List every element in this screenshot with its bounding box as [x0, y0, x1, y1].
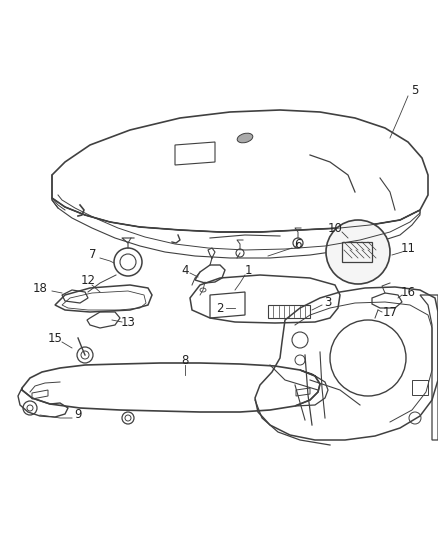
Text: 5: 5: [411, 84, 419, 96]
Ellipse shape: [237, 133, 253, 143]
Text: 6: 6: [294, 238, 302, 252]
Text: 8: 8: [181, 353, 189, 367]
Text: 18: 18: [32, 281, 47, 295]
Text: 2: 2: [216, 302, 224, 314]
Text: 11: 11: [400, 241, 416, 254]
Text: 3: 3: [324, 295, 332, 309]
Text: 12: 12: [81, 273, 95, 287]
Text: 4: 4: [181, 263, 189, 277]
Text: 13: 13: [120, 316, 135, 328]
Text: 17: 17: [382, 305, 398, 319]
Text: 16: 16: [400, 286, 416, 298]
Text: 10: 10: [328, 222, 343, 235]
Text: 15: 15: [48, 332, 63, 344]
Text: 7: 7: [89, 248, 97, 262]
Text: 9: 9: [74, 408, 82, 422]
Circle shape: [326, 220, 390, 284]
Text: 1: 1: [244, 263, 252, 277]
